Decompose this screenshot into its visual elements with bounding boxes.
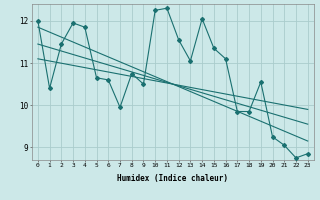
X-axis label: Humidex (Indice chaleur): Humidex (Indice chaleur)	[117, 174, 228, 183]
